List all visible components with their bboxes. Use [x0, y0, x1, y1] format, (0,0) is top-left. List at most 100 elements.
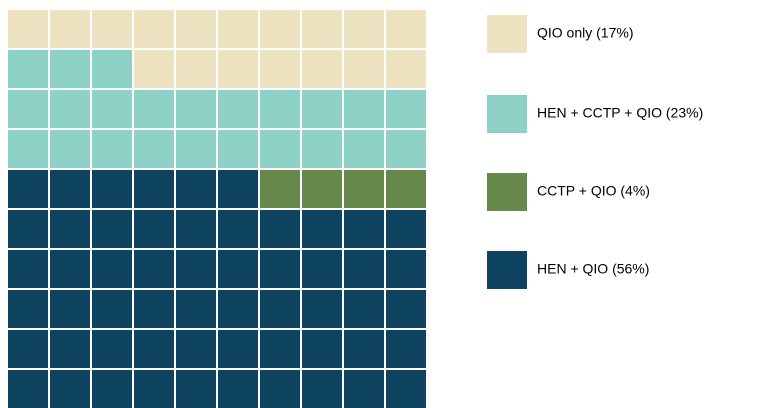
- waffle-cell: [386, 130, 426, 168]
- waffle-cell: [302, 210, 342, 248]
- legend-label: CCTP + QIO (4%): [537, 183, 650, 199]
- waffle-cell: [134, 210, 174, 248]
- waffle-cell: [8, 210, 48, 248]
- waffle-cell: [8, 250, 48, 288]
- waffle-cell: [50, 90, 90, 128]
- waffle-cell: [344, 170, 384, 208]
- waffle-cell: [260, 50, 300, 88]
- waffle-cell: [50, 290, 90, 328]
- waffle-cell: [92, 170, 132, 208]
- waffle-cell: [92, 50, 132, 88]
- waffle-cell: [8, 130, 48, 168]
- waffle-cell: [218, 370, 258, 408]
- waffle-cell: [344, 290, 384, 328]
- waffle-cell: [92, 290, 132, 328]
- waffle-cell: [92, 250, 132, 288]
- legend-label: QIO only (17%): [537, 25, 633, 41]
- waffle-cell: [50, 130, 90, 168]
- waffle-cell: [92, 330, 132, 368]
- waffle-cell: [8, 10, 48, 48]
- waffle-cell: [344, 90, 384, 128]
- waffle-cell: [260, 210, 300, 248]
- waffle-cell: [8, 90, 48, 128]
- waffle-cell: [260, 90, 300, 128]
- waffle-cell: [176, 90, 216, 128]
- waffle-cell: [260, 330, 300, 368]
- waffle-cell: [50, 250, 90, 288]
- waffle-cell: [50, 170, 90, 208]
- waffle-cell: [176, 250, 216, 288]
- waffle-cell: [386, 50, 426, 88]
- legend-swatch: [487, 95, 527, 133]
- waffle-cell: [50, 210, 90, 248]
- waffle-cell: [176, 50, 216, 88]
- waffle-cell: [92, 90, 132, 128]
- waffle-cell: [218, 250, 258, 288]
- waffle-cell: [218, 10, 258, 48]
- waffle-cell: [8, 370, 48, 408]
- waffle-cell: [302, 250, 342, 288]
- waffle-cell: [386, 370, 426, 408]
- waffle-cell: [134, 370, 174, 408]
- waffle-cell: [218, 90, 258, 128]
- waffle-cell: [260, 370, 300, 408]
- waffle-cell: [386, 90, 426, 128]
- waffle-cell: [92, 130, 132, 168]
- waffle-cell: [8, 290, 48, 328]
- waffle-cell: [260, 250, 300, 288]
- waffle-cell: [92, 210, 132, 248]
- legend-swatch: [487, 173, 527, 211]
- waffle-cell: [344, 370, 384, 408]
- waffle-cell: [50, 10, 90, 48]
- waffle-cell: [260, 290, 300, 328]
- waffle-cell: [302, 330, 342, 368]
- waffle-cell: [176, 130, 216, 168]
- waffle-cell: [386, 210, 426, 248]
- waffle-cell: [50, 370, 90, 408]
- waffle-cell: [344, 130, 384, 168]
- waffle-cell: [302, 10, 342, 48]
- waffle-cell: [134, 330, 174, 368]
- legend-label: HEN + QIO (56%): [537, 261, 649, 277]
- waffle-cell: [134, 250, 174, 288]
- waffle-cell: [302, 370, 342, 408]
- waffle-cell: [344, 50, 384, 88]
- waffle-cell: [176, 330, 216, 368]
- waffle-cell: [386, 170, 426, 208]
- waffle-cell: [218, 210, 258, 248]
- waffle-cell: [176, 210, 216, 248]
- waffle-cell: [134, 10, 174, 48]
- waffle-cell: [218, 130, 258, 168]
- waffle-cell: [218, 290, 258, 328]
- waffle-cell: [134, 90, 174, 128]
- waffle-cell: [92, 370, 132, 408]
- waffle-cell: [50, 50, 90, 88]
- waffle-cell: [386, 10, 426, 48]
- waffle-cell: [386, 250, 426, 288]
- waffle-cell: [134, 130, 174, 168]
- waffle-cell: [134, 290, 174, 328]
- waffle-cell: [134, 170, 174, 208]
- waffle-cell: [176, 10, 216, 48]
- waffle-cell: [302, 170, 342, 208]
- waffle-cell: [176, 290, 216, 328]
- legend-swatch: [487, 251, 527, 289]
- waffle-cell: [344, 210, 384, 248]
- waffle-cell: [386, 330, 426, 368]
- waffle-cell: [302, 290, 342, 328]
- waffle-cell: [386, 290, 426, 328]
- waffle-cell: [344, 330, 384, 368]
- waffle-cell: [92, 10, 132, 48]
- waffle-cell: [218, 50, 258, 88]
- waffle-cell: [134, 50, 174, 88]
- waffle-cell: [8, 330, 48, 368]
- waffle-cell: [344, 250, 384, 288]
- waffle-cell: [260, 10, 300, 48]
- waffle-cell: [302, 90, 342, 128]
- waffle-cell: [344, 10, 384, 48]
- waffle-cell: [8, 170, 48, 208]
- waffle-cell: [218, 330, 258, 368]
- waffle-cell: [260, 170, 300, 208]
- waffle-cell: [50, 330, 90, 368]
- legend-swatch: [487, 15, 527, 53]
